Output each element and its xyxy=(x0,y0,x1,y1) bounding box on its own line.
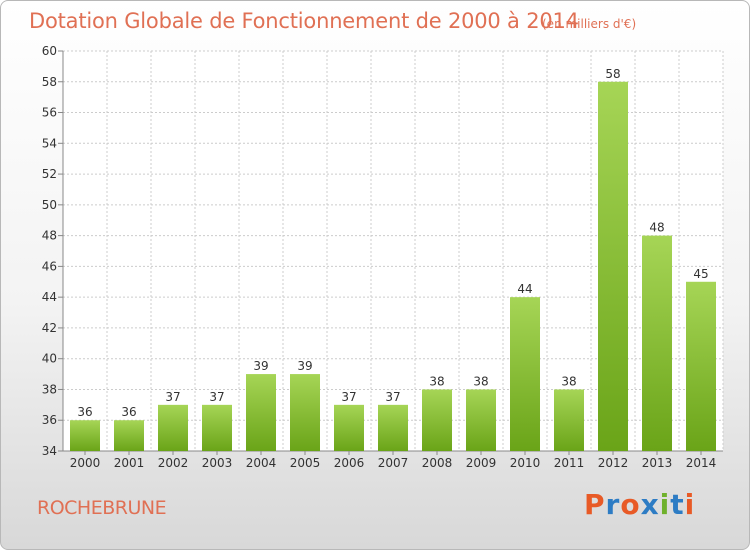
x-tick-label-2009: 2009 xyxy=(466,456,497,470)
x-tick-label-2001: 2001 xyxy=(114,456,145,470)
y-tick-label: 60 xyxy=(42,44,57,58)
x-tick-label-2013: 2013 xyxy=(642,456,673,470)
value-label-2007: 37 xyxy=(385,390,400,404)
y-tick-label: 58 xyxy=(42,75,57,89)
value-label-2006: 37 xyxy=(341,390,356,404)
logo-letter: i xyxy=(684,488,696,521)
bar-2006 xyxy=(334,404,364,451)
value-label-2000: 36 xyxy=(77,405,92,419)
y-tick-label: 50 xyxy=(42,198,57,212)
x-tick-label-2005: 2005 xyxy=(290,456,321,470)
value-label-2013: 48 xyxy=(649,221,664,235)
logo-letter: x xyxy=(640,488,660,521)
y-tick-label: 56 xyxy=(42,106,57,120)
bar-2008 xyxy=(422,389,452,451)
x-tick-label-2006: 2006 xyxy=(334,456,365,470)
logo-letter: i xyxy=(659,488,671,521)
proxiti-logo[interactable]: Proxiti xyxy=(584,488,695,521)
value-label-2009: 38 xyxy=(473,374,488,388)
x-tick-label-2012: 2012 xyxy=(598,456,629,470)
commune-name: ROCHEBRUNE xyxy=(37,497,167,519)
bar-2013 xyxy=(642,235,672,451)
y-tick-label: 36 xyxy=(42,413,57,427)
y-tick-label: 48 xyxy=(42,229,57,243)
bar-2014 xyxy=(686,281,716,451)
chart-title: Dotation Globale de Fonctionnement de 20… xyxy=(29,9,579,33)
x-tick-label-2007: 2007 xyxy=(378,456,409,470)
value-label-2008: 38 xyxy=(429,374,444,388)
logo-letter: o xyxy=(620,488,641,521)
chart-subtitle: (en milliers d'€) xyxy=(542,17,637,31)
value-label-2012: 58 xyxy=(605,67,620,81)
y-tick-label: 44 xyxy=(42,290,57,304)
bar-2001 xyxy=(114,420,144,451)
y-tick-label: 46 xyxy=(42,259,57,273)
y-tick-label: 42 xyxy=(42,321,57,335)
bar-2002 xyxy=(158,404,188,451)
bar-2003 xyxy=(202,404,232,451)
x-tick-label-2000: 2000 xyxy=(70,456,101,470)
value-label-2010: 44 xyxy=(517,282,532,296)
logo-letter: r xyxy=(605,488,621,521)
bar-2004 xyxy=(246,374,276,451)
value-label-2014: 45 xyxy=(693,267,708,281)
x-tick-label-2004: 2004 xyxy=(246,456,277,470)
bar-2005 xyxy=(290,374,320,451)
x-tick-label-2008: 2008 xyxy=(422,456,453,470)
value-label-2003: 37 xyxy=(209,390,224,404)
logo-letter: P xyxy=(584,488,606,521)
y-tick-label: 54 xyxy=(42,136,57,150)
value-label-2011: 38 xyxy=(561,374,576,388)
bar-2007 xyxy=(378,404,408,451)
x-tick-label-2010: 2010 xyxy=(510,456,541,470)
bar-2010 xyxy=(510,297,540,451)
value-label-2004: 39 xyxy=(253,359,268,373)
logo-letter: t xyxy=(670,488,685,521)
x-tick-label-2011: 2011 xyxy=(554,456,585,470)
y-tick-label: 52 xyxy=(42,167,57,181)
value-label-2005: 39 xyxy=(297,359,312,373)
x-tick-label-2003: 2003 xyxy=(202,456,233,470)
bar-2009 xyxy=(466,389,496,451)
y-tick-label: 38 xyxy=(42,382,57,396)
value-label-2001: 36 xyxy=(121,405,136,419)
bar-2011 xyxy=(554,389,584,451)
x-tick-label-2014: 2014 xyxy=(686,456,717,470)
bar-2000 xyxy=(70,420,100,451)
value-label-2002: 37 xyxy=(165,390,180,404)
x-tick-label-2002: 2002 xyxy=(158,456,189,470)
y-tick-label: 34 xyxy=(42,444,57,458)
bar-2012 xyxy=(598,81,628,452)
y-tick-label: 40 xyxy=(42,352,57,366)
